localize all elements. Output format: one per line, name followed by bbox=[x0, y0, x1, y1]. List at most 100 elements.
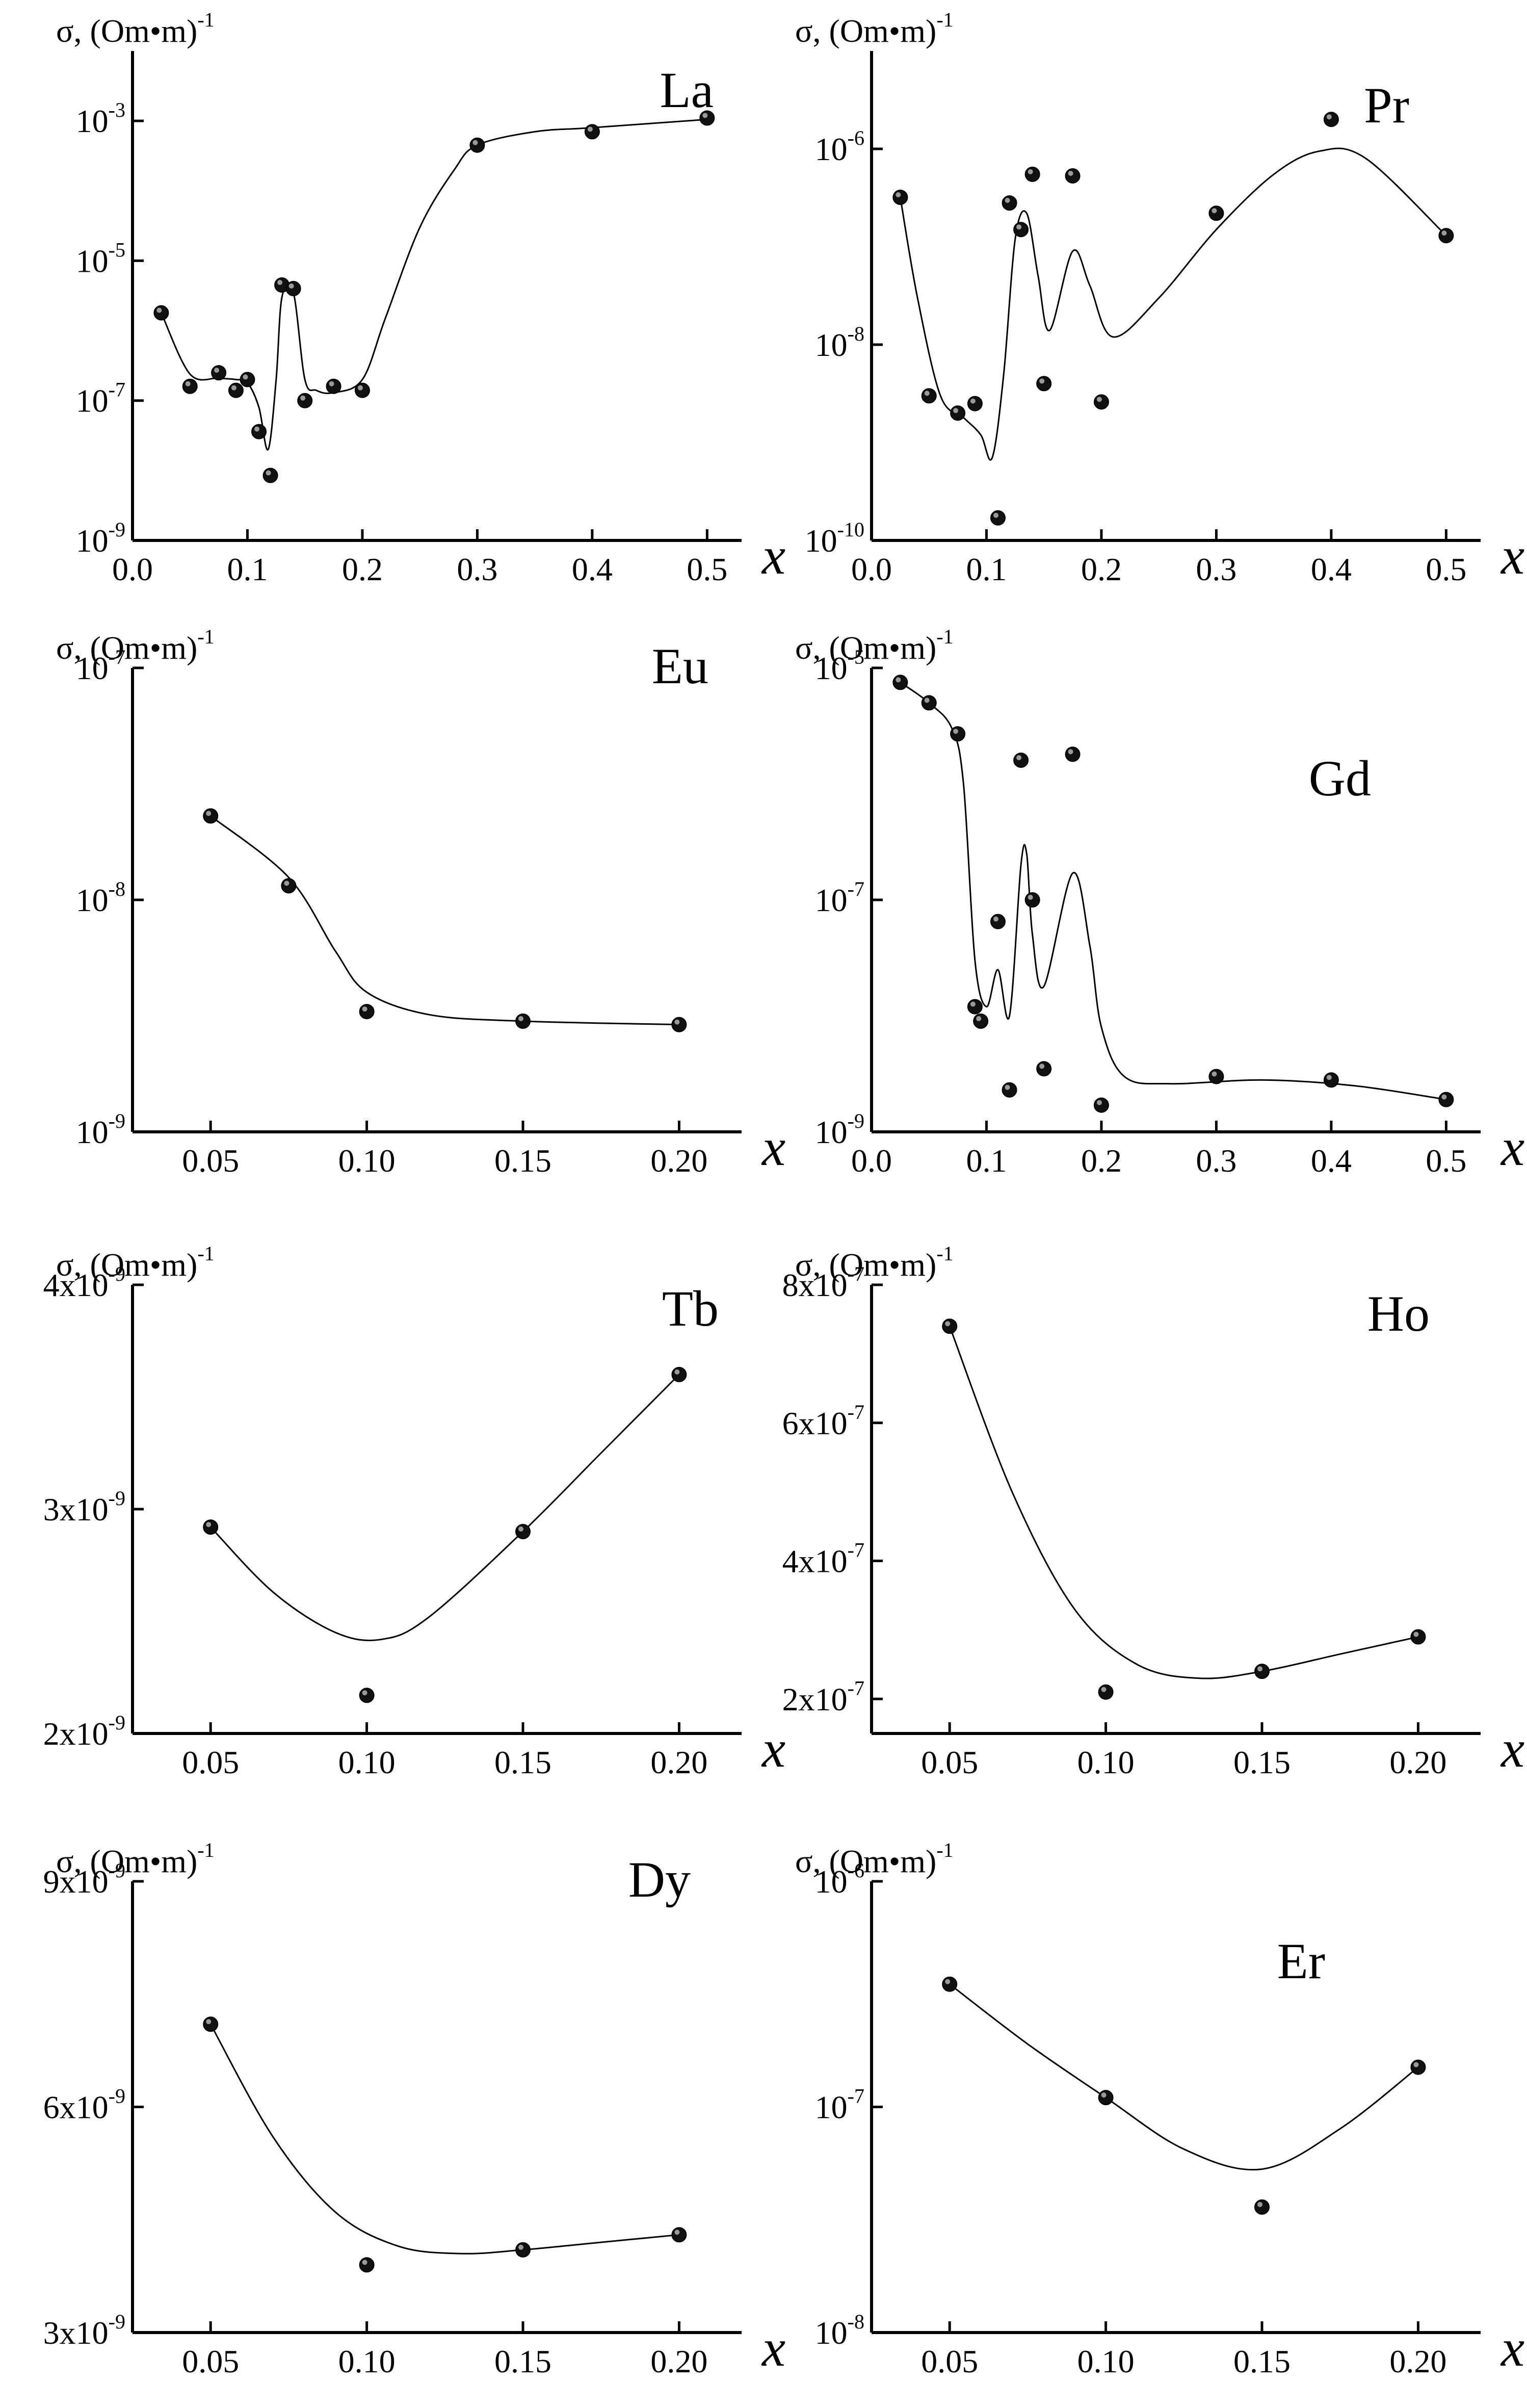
y-tick-label: 10-6 bbox=[815, 126, 864, 167]
data-point-marker bbox=[1438, 228, 1454, 244]
fit-curve bbox=[210, 815, 679, 1026]
y-tick-exponent: -8 bbox=[848, 322, 864, 345]
data-point bbox=[228, 382, 244, 398]
data-point-highlight bbox=[1068, 170, 1073, 176]
x-tick-label: 0.10 bbox=[1077, 2343, 1135, 2379]
data-point-marker bbox=[359, 1688, 375, 1703]
x-tick-label: 0.3 bbox=[1196, 1143, 1236, 1179]
y-tick-exponent: -7 bbox=[109, 645, 125, 668]
data-point bbox=[1410, 1629, 1426, 1645]
data-point-marker bbox=[671, 1367, 687, 1382]
data-point-highlight bbox=[1257, 2202, 1263, 2207]
y-tick-mantissa: 4x10 bbox=[782, 1543, 848, 1580]
y-axis-label-text: σ, (Om•m) bbox=[795, 13, 936, 49]
data-point bbox=[1036, 376, 1052, 392]
data-point-marker bbox=[203, 808, 219, 824]
y-tick-mantissa: 10 bbox=[815, 650, 848, 686]
data-point bbox=[262, 468, 278, 483]
data-point-marker bbox=[1093, 394, 1109, 410]
data-point-highlight bbox=[266, 470, 271, 476]
data-point-marker bbox=[967, 396, 983, 411]
y-axis-label: σ, (Om•m)-1 bbox=[795, 625, 954, 666]
data-point-marker bbox=[892, 190, 908, 205]
data-point bbox=[203, 2016, 219, 2032]
y-tick-label: 10-8 bbox=[76, 877, 125, 918]
x-tick-label: 0.3 bbox=[457, 551, 497, 587]
data-point bbox=[1438, 228, 1454, 244]
x-tick-label: 0.20 bbox=[1389, 2343, 1446, 2379]
data-point-highlight bbox=[674, 1369, 680, 1375]
data-point-marker bbox=[1410, 2059, 1426, 2075]
element-label: Tb bbox=[662, 1280, 719, 1337]
data-point-marker bbox=[211, 365, 227, 381]
fit-curve bbox=[949, 1983, 1419, 2171]
y-axis-label-exponent: -1 bbox=[197, 1242, 214, 1265]
y-axis-label-text: σ, (Om•m) bbox=[56, 630, 197, 666]
y-tick-label: 2x10-7 bbox=[782, 1676, 864, 1717]
y-tick-exponent: -6 bbox=[848, 126, 864, 149]
x-tick-label: 0.05 bbox=[921, 1744, 978, 1780]
data-point-marker bbox=[515, 1013, 531, 1029]
data-point-marker bbox=[1013, 753, 1029, 768]
data-point bbox=[584, 124, 600, 140]
y-tick-label: 8x10-7 bbox=[782, 1262, 864, 1303]
data-point bbox=[942, 1318, 958, 1334]
data-point-marker bbox=[967, 999, 983, 1015]
y-tick-exponent: -9 bbox=[109, 1711, 125, 1734]
data-point-marker bbox=[1438, 1092, 1454, 1107]
x-tick-label: 0.2 bbox=[1081, 551, 1122, 587]
data-point-highlight bbox=[518, 2244, 524, 2250]
data-point bbox=[1024, 166, 1040, 182]
y-tick-exponent: -10 bbox=[837, 518, 864, 541]
y-tick-label: 10-9 bbox=[815, 1109, 864, 1150]
data-point-marker bbox=[359, 1004, 375, 1020]
data-point-highlight bbox=[288, 283, 294, 289]
data-point bbox=[950, 405, 966, 421]
y-tick-exponent: -5 bbox=[848, 645, 864, 668]
data-point-marker bbox=[153, 305, 169, 321]
data-point-highlight bbox=[206, 2019, 212, 2025]
data-point-marker bbox=[251, 424, 267, 439]
data-point bbox=[285, 281, 301, 297]
data-point-highlight bbox=[953, 408, 959, 413]
y-tick-mantissa: 3x10 bbox=[43, 1491, 109, 1527]
y-tick-exponent: -9 bbox=[848, 1109, 864, 1132]
data-point-highlight bbox=[1413, 2062, 1419, 2067]
data-point-highlight bbox=[1212, 1071, 1217, 1077]
y-tick-mantissa: 10 bbox=[76, 243, 109, 279]
data-point-marker bbox=[671, 1017, 687, 1032]
data-point bbox=[1208, 1069, 1224, 1084]
data-point-highlight bbox=[1039, 1064, 1045, 1069]
data-point-marker bbox=[297, 393, 313, 408]
data-point-highlight bbox=[1441, 1094, 1447, 1100]
data-point-highlight bbox=[472, 140, 478, 145]
y-tick-label: 4x10-7 bbox=[782, 1539, 864, 1580]
y-tick-label: 10-6 bbox=[815, 1859, 864, 1900]
y-tick-label: 10-7 bbox=[76, 645, 125, 686]
y-tick-label: 9x10-9 bbox=[43, 1859, 125, 1900]
data-point-highlight bbox=[254, 426, 260, 432]
data-point-highlight bbox=[206, 811, 212, 816]
data-point-marker bbox=[285, 281, 301, 297]
y-axis-label-exponent: -1 bbox=[936, 625, 953, 648]
y-tick-label: 10-9 bbox=[76, 518, 125, 559]
data-point bbox=[1013, 753, 1029, 768]
data-point-marker bbox=[515, 1524, 531, 1539]
y-axis-label: σ, (Om•m)-1 bbox=[795, 8, 954, 49]
data-point bbox=[1208, 205, 1224, 221]
y-axis-label-exponent: -1 bbox=[936, 1839, 953, 1861]
x-tick-label: 0.10 bbox=[338, 1744, 396, 1780]
y-axis-label: σ, (Om•m)-1 bbox=[795, 1839, 954, 1879]
data-point bbox=[1065, 168, 1081, 184]
data-point bbox=[354, 382, 370, 398]
x-axis-label: x bbox=[761, 1118, 785, 1177]
y-axis-label-exponent: -1 bbox=[197, 8, 214, 31]
x-tick-label: 0.15 bbox=[494, 2343, 551, 2379]
x-tick-label: 0.0 bbox=[851, 551, 892, 587]
data-point bbox=[1093, 394, 1109, 410]
y-tick-mantissa: 10 bbox=[815, 131, 848, 167]
y-axis-label-text: σ, (Om•m) bbox=[56, 1843, 197, 1879]
data-point-highlight bbox=[1257, 1666, 1263, 1672]
data-point-highlight bbox=[300, 395, 306, 401]
